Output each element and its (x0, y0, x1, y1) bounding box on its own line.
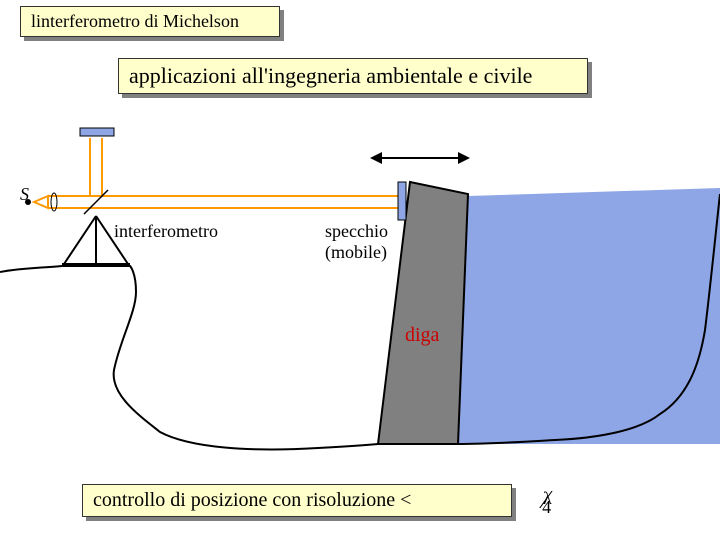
lambda-denom: 4 (542, 497, 551, 517)
top-mirror (80, 128, 114, 136)
beam-splitter (84, 190, 108, 214)
interferometer-label: interferometro (114, 221, 218, 242)
dam-label: diga (405, 324, 439, 347)
mirror-label-line1: specchio (325, 221, 388, 241)
diagram-scene (0, 0, 720, 540)
dam-shape (378, 182, 468, 444)
dam-label-text: diga (405, 324, 439, 346)
mobile-mirror (398, 182, 406, 220)
mirror-label-line2: (mobile) (325, 242, 387, 262)
terrain-left (0, 266, 378, 449)
tripod-leg-1 (64, 216, 96, 264)
beam-tip (34, 196, 48, 208)
water-body (458, 188, 720, 444)
interferometer-label-text: interferometro (114, 221, 218, 241)
source-label-text: S (20, 184, 29, 204)
motion-arrow-head-left (370, 152, 382, 164)
mirror-label: specchio (mobile) (325, 221, 388, 263)
source-label: S (20, 184, 29, 205)
lambda-fraction: λ∕4 (543, 481, 565, 511)
motion-arrow-head-right (458, 152, 470, 164)
bottom-caption-text: controllo di posizione con risoluzione < (93, 489, 411, 511)
bottom-caption: controllo di posizione con risoluzione <… (82, 484, 512, 517)
